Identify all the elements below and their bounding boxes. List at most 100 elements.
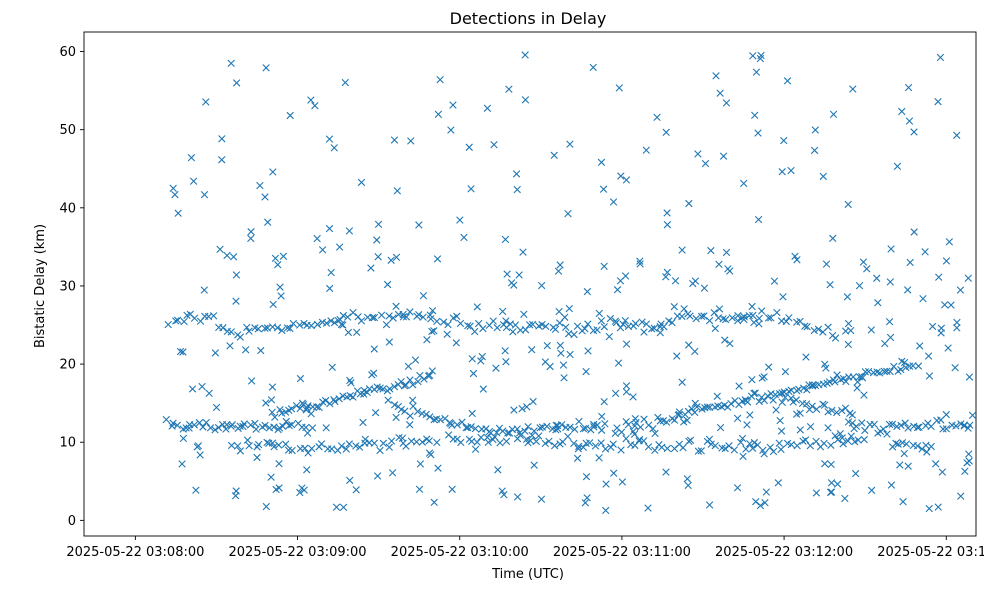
detection-marker-341 bbox=[387, 437, 396, 445]
detection-marker-633 bbox=[776, 416, 784, 425]
detection-marker-877 bbox=[188, 385, 197, 393]
detection-marker-130 bbox=[858, 419, 866, 427]
detection-marker-242 bbox=[541, 322, 550, 331]
detection-marker-685 bbox=[721, 336, 729, 344]
detection-marker-21 bbox=[246, 421, 255, 429]
detection-marker-311 bbox=[245, 442, 253, 450]
detection-marker-927 bbox=[944, 344, 952, 352]
detection-marker-454 bbox=[287, 405, 296, 413]
detection-marker-841 bbox=[187, 154, 196, 162]
x-tick-label-5: 2025-05-22 03:13:00 bbox=[877, 545, 984, 560]
detection-marker-337 bbox=[370, 439, 379, 447]
detection-marker-780 bbox=[893, 162, 902, 170]
y-tick-label-2: 20 bbox=[59, 358, 76, 373]
detection-marker-972 bbox=[553, 421, 562, 430]
detection-marker-205 bbox=[370, 313, 379, 322]
detection-marker-338 bbox=[376, 446, 384, 455]
detection-marker-875 bbox=[762, 488, 771, 496]
detection-marker-962 bbox=[896, 461, 904, 469]
detection-marker-95 bbox=[624, 421, 633, 429]
detection-marker-815 bbox=[345, 227, 354, 235]
detection-marker-676 bbox=[550, 151, 558, 160]
detection-marker-845 bbox=[925, 504, 933, 513]
detection-marker-433 bbox=[834, 436, 842, 444]
detection-marker-100 bbox=[644, 421, 653, 429]
detection-marker-971 bbox=[622, 176, 631, 184]
detection-marker-957 bbox=[629, 427, 637, 436]
detection-marker-895 bbox=[399, 310, 407, 319]
detection-marker-714 bbox=[583, 287, 592, 296]
detection-marker-974 bbox=[811, 126, 820, 134]
detection-marker-461 bbox=[313, 403, 321, 411]
detection-marker-677 bbox=[253, 453, 261, 462]
detection-marker-865 bbox=[473, 303, 481, 311]
detection-marker-735 bbox=[501, 235, 510, 244]
detection-marker-1026 bbox=[430, 498, 438, 507]
detection-marker-279 bbox=[710, 308, 718, 317]
detection-marker-919 bbox=[827, 460, 835, 469]
detection-marker-331 bbox=[342, 445, 350, 453]
detection-marker-840 bbox=[605, 332, 613, 341]
detection-marker-955 bbox=[565, 304, 573, 313]
detection-marker-283 bbox=[728, 314, 736, 322]
detection-marker-600 bbox=[916, 342, 924, 350]
detection-marker-883 bbox=[616, 277, 625, 285]
detection-marker-527 bbox=[778, 389, 786, 397]
x-tick-label-3: 2025-05-22 03:11:00 bbox=[553, 545, 691, 560]
detection-marker-613 bbox=[211, 349, 220, 357]
detection-marker-749 bbox=[904, 83, 913, 92]
detection-marker-1015 bbox=[267, 396, 276, 404]
detection-marker-956 bbox=[765, 363, 773, 371]
detection-marker-562 bbox=[897, 365, 905, 374]
detection-marker-612 bbox=[853, 384, 861, 392]
y-tick-label-3: 30 bbox=[59, 279, 76, 294]
detection-marker-358 bbox=[477, 433, 485, 442]
detection-marker-448 bbox=[268, 408, 276, 416]
detection-marker-843 bbox=[559, 361, 568, 369]
detection-marker-43 bbox=[413, 407, 422, 416]
detection-marker-1024 bbox=[352, 486, 360, 494]
detection-marker-442 bbox=[902, 440, 911, 448]
detection-marker-291 bbox=[764, 314, 773, 322]
detection-marker-730 bbox=[841, 327, 850, 335]
detection-marker-125 bbox=[838, 406, 846, 415]
detection-marker-884 bbox=[821, 360, 829, 368]
detection-marker-1017 bbox=[791, 252, 799, 260]
detection-marker-747 bbox=[833, 480, 842, 488]
detection-marker-679 bbox=[945, 238, 954, 246]
detection-marker-1018 bbox=[339, 311, 348, 320]
detection-marker-595 bbox=[715, 260, 723, 268]
x-axis-title: Time (UTC) bbox=[491, 567, 564, 582]
detection-marker-483 bbox=[386, 385, 394, 393]
detection-marker-867 bbox=[296, 488, 304, 497]
detection-marker-981 bbox=[268, 439, 277, 447]
detection-marker-387 bbox=[617, 446, 625, 454]
detection-marker-403 bbox=[694, 447, 703, 455]
detection-marker-993 bbox=[419, 292, 428, 300]
detection-marker-93 bbox=[617, 428, 626, 436]
detection-marker-30 bbox=[282, 417, 290, 426]
detection-marker-281 bbox=[719, 315, 727, 323]
detection-marker-707 bbox=[171, 190, 179, 199]
detection-marker-292 bbox=[767, 314, 775, 322]
detection-marker-362 bbox=[496, 439, 504, 447]
detection-marker-412 bbox=[737, 438, 745, 446]
detection-marker-1006 bbox=[407, 137, 415, 145]
detection-marker-116 bbox=[802, 400, 811, 408]
detection-marker-213 bbox=[406, 308, 414, 316]
detection-marker-241 bbox=[538, 320, 546, 329]
detection-marker-935 bbox=[595, 454, 603, 462]
detection-marker-570 bbox=[566, 140, 574, 148]
detection-marker-136 bbox=[879, 425, 888, 433]
detection-marker-1002 bbox=[390, 136, 399, 144]
detection-marker-664 bbox=[935, 273, 943, 281]
detection-marker-791 bbox=[428, 367, 437, 375]
detection-marker-580 bbox=[326, 284, 334, 293]
detection-marker-967 bbox=[393, 187, 401, 195]
detection-marker-76 bbox=[543, 422, 551, 431]
detection-marker-278 bbox=[705, 316, 714, 325]
detection-marker-397 bbox=[663, 444, 672, 453]
detection-marker-844 bbox=[515, 271, 523, 279]
detection-marker-91 bbox=[601, 420, 609, 428]
detection-marker-819 bbox=[404, 362, 413, 371]
